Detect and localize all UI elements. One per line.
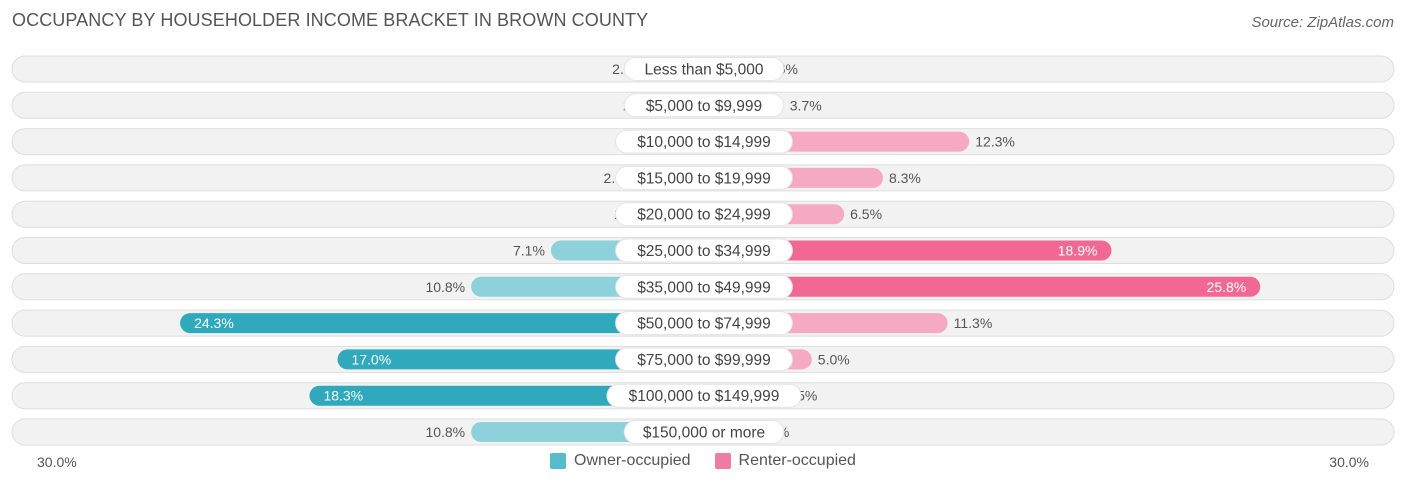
legend-owner: Owner-occupied bbox=[550, 452, 691, 470]
axis-right-label: 30.0% bbox=[1329, 454, 1369, 470]
owner-value-label: 7.1% bbox=[513, 243, 545, 259]
source-credit: Source: ZipAtlas.com bbox=[1251, 14, 1394, 31]
category-label: $35,000 to $49,999 bbox=[637, 279, 771, 296]
category-label: $50,000 to $74,999 bbox=[637, 316, 771, 333]
legend: Owner-occupied Renter-occupied bbox=[0, 452, 1406, 470]
renter-bar bbox=[694, 240, 1112, 261]
category-pill bbox=[623, 57, 785, 81]
renter-value-label: 6.5% bbox=[850, 206, 882, 222]
category-label: Less than $5,000 bbox=[645, 62, 764, 79]
axis-left-label: 30.0% bbox=[37, 454, 77, 470]
category-pill bbox=[615, 165, 793, 190]
bar-row: 10.8%2.2%$150,000 or more bbox=[11, 418, 1395, 446]
renter-value-label: 5.0% bbox=[818, 351, 850, 367]
category-label: $20,000 to $24,999 bbox=[637, 207, 771, 224]
category-pill bbox=[623, 93, 785, 118]
owner-value-label: 17.0% bbox=[351, 351, 391, 367]
legend-owner-swatch bbox=[550, 453, 567, 469]
owner-value-label: 10.8% bbox=[425, 279, 465, 295]
legend-renter-label: Renter-occupied bbox=[738, 452, 856, 469]
bar-row: 18.3%3.5%$100,000 to $149,999 bbox=[11, 382, 1395, 410]
category-pill bbox=[615, 347, 793, 372]
owner-value-label: 10.8% bbox=[425, 424, 465, 440]
owner-value-label: 24.3% bbox=[194, 315, 234, 331]
owner-value-label: 18.3% bbox=[323, 388, 363, 404]
bar-row: 2.5%2.6%Less than $5,000 bbox=[11, 55, 1395, 83]
category-pill bbox=[615, 311, 793, 336]
category-pill bbox=[606, 383, 802, 408]
category-label: $15,000 to $19,999 bbox=[637, 170, 771, 187]
legend-owner-label: Owner-occupied bbox=[574, 452, 691, 469]
chart-area: 2.5%2.6%Less than $5,0002.0%3.7%$5,000 t… bbox=[11, 55, 1395, 446]
owner-bar bbox=[180, 313, 715, 334]
bar-row: 2.0%12.3%$10,000 to $14,999 bbox=[11, 128, 1395, 156]
bar-row: 10.8% 25.8% $35,000 to $49,999 bbox=[11, 273, 1395, 301]
legend-renter-swatch bbox=[714, 453, 731, 469]
category-label: $75,000 to $99,999 bbox=[637, 352, 771, 369]
bar-row: 17.0% 5.0% $75,000 to $99,999 bbox=[11, 345, 1395, 373]
category-label: $25,000 to $34,999 bbox=[637, 243, 771, 260]
chart-title: OCCUPANCY BY HOUSEHOLDER INCOME BRACKET … bbox=[12, 10, 649, 30]
category-label: $150,000 or more bbox=[643, 425, 765, 442]
legend-renter: Renter-occupied bbox=[714, 452, 856, 470]
renter-value-label: 12.3% bbox=[975, 134, 1015, 150]
category-pill bbox=[623, 420, 785, 444]
bar-row: 2.9%8.3%$15,000 to $19,999 bbox=[11, 164, 1395, 192]
renter-value-label: 25.8% bbox=[1207, 279, 1247, 295]
bar-row: 2.0%3.7%$5,000 to $9,999 bbox=[11, 91, 1395, 119]
bar-row: 7.1% 18.9% $25,000 to $34,999 bbox=[11, 237, 1395, 264]
bar-row: 2.4%6.5%$20,000 to $24,999 bbox=[11, 200, 1395, 228]
category-label: $5,000 to $9,999 bbox=[646, 98, 762, 115]
renter-bar bbox=[694, 276, 1261, 297]
renter-value-label: 3.7% bbox=[790, 97, 822, 113]
bar-row: 24.3% 11.3% $50,000 to $74,999 bbox=[11, 309, 1395, 337]
category-pill bbox=[615, 202, 793, 227]
category-label: $100,000 to $149,999 bbox=[629, 388, 780, 405]
category-pill bbox=[615, 238, 793, 263]
category-label: $10,000 to $14,999 bbox=[637, 134, 771, 151]
renter-value-label: 8.3% bbox=[889, 170, 921, 186]
renter-value-label: 11.3% bbox=[954, 315, 993, 331]
category-pill bbox=[615, 129, 793, 154]
category-pill bbox=[615, 274, 793, 299]
renter-value-label: 18.9% bbox=[1058, 243, 1098, 259]
